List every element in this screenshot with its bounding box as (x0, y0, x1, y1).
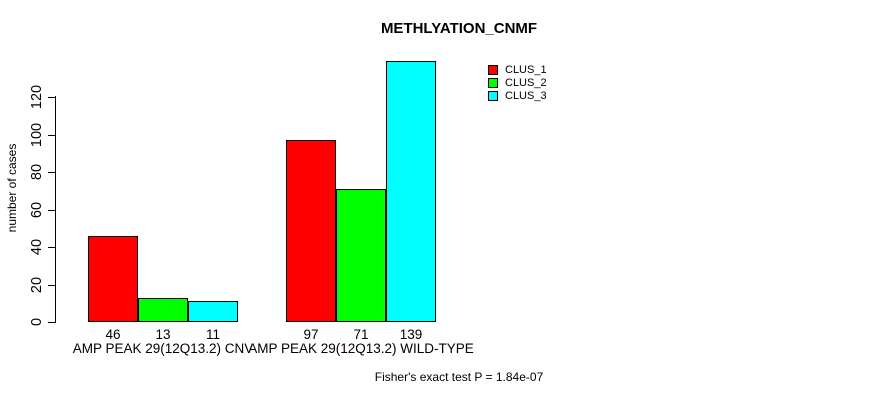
bar-value-label: 11 (205, 327, 220, 342)
legend-swatch-icon (488, 78, 498, 88)
y-axis-tick (48, 134, 55, 136)
legend-swatch-icon (488, 65, 498, 75)
y-tick-label: 120 (28, 84, 45, 110)
legend-item: CLUS_2 (488, 76, 547, 89)
legend-swatch-icon (488, 91, 498, 101)
chart-title: METHLYATION_CNMF (380, 20, 538, 37)
bar-clus_1 (88, 235, 138, 322)
y-axis-tick (48, 247, 55, 248)
bar-value-label: 97 (303, 327, 319, 342)
y-axis-tick (48, 209, 55, 211)
legend-label: CLUS_2 (505, 76, 547, 89)
bar-value-label: 71 (353, 327, 369, 342)
bar-value-label: 13 (155, 327, 171, 342)
y-tick-label: 20 (28, 276, 45, 293)
bar-value-label: 139 (399, 327, 423, 342)
legend-item: CLUS_1 (488, 63, 547, 76)
category-label: AMP PEAK 29(12Q13.2) CNV (72, 341, 254, 356)
y-tick-label: 100 (28, 122, 45, 147)
bar-value-label: 46 (105, 327, 121, 342)
bar-clus_3 (386, 61, 436, 322)
y-axis-tick (48, 172, 55, 173)
y-axis-tick (48, 284, 55, 286)
y-tick-label: 60 (28, 201, 45, 218)
bar-clus_2 (138, 297, 188, 322)
y-axis-line (55, 96, 56, 323)
pvalue-annotation: Fisher's exact test P = 1.84e-07 (374, 370, 544, 384)
y-tick-label: 40 (28, 238, 45, 256)
legend-item: CLUS_3 (488, 89, 547, 102)
y-axis-tick (48, 97, 55, 98)
legend: CLUS_1 CLUS_2 CLUS_3 (488, 63, 547, 104)
bar-clus_2 (336, 188, 386, 322)
bar-clus_3 (188, 301, 238, 322)
y-tick-label: 0 (28, 317, 45, 327)
legend-label: CLUS_3 (505, 89, 547, 102)
y-axis-tick (48, 322, 55, 323)
y-tick-label: 80 (28, 163, 45, 181)
y-axis-title: number of cases (5, 143, 19, 233)
category-label: AMP PEAK 29(12Q13.2) WILD-TYPE (248, 341, 474, 356)
bar-clus_1 (286, 140, 336, 322)
legend-label: CLUS_1 (505, 63, 547, 76)
